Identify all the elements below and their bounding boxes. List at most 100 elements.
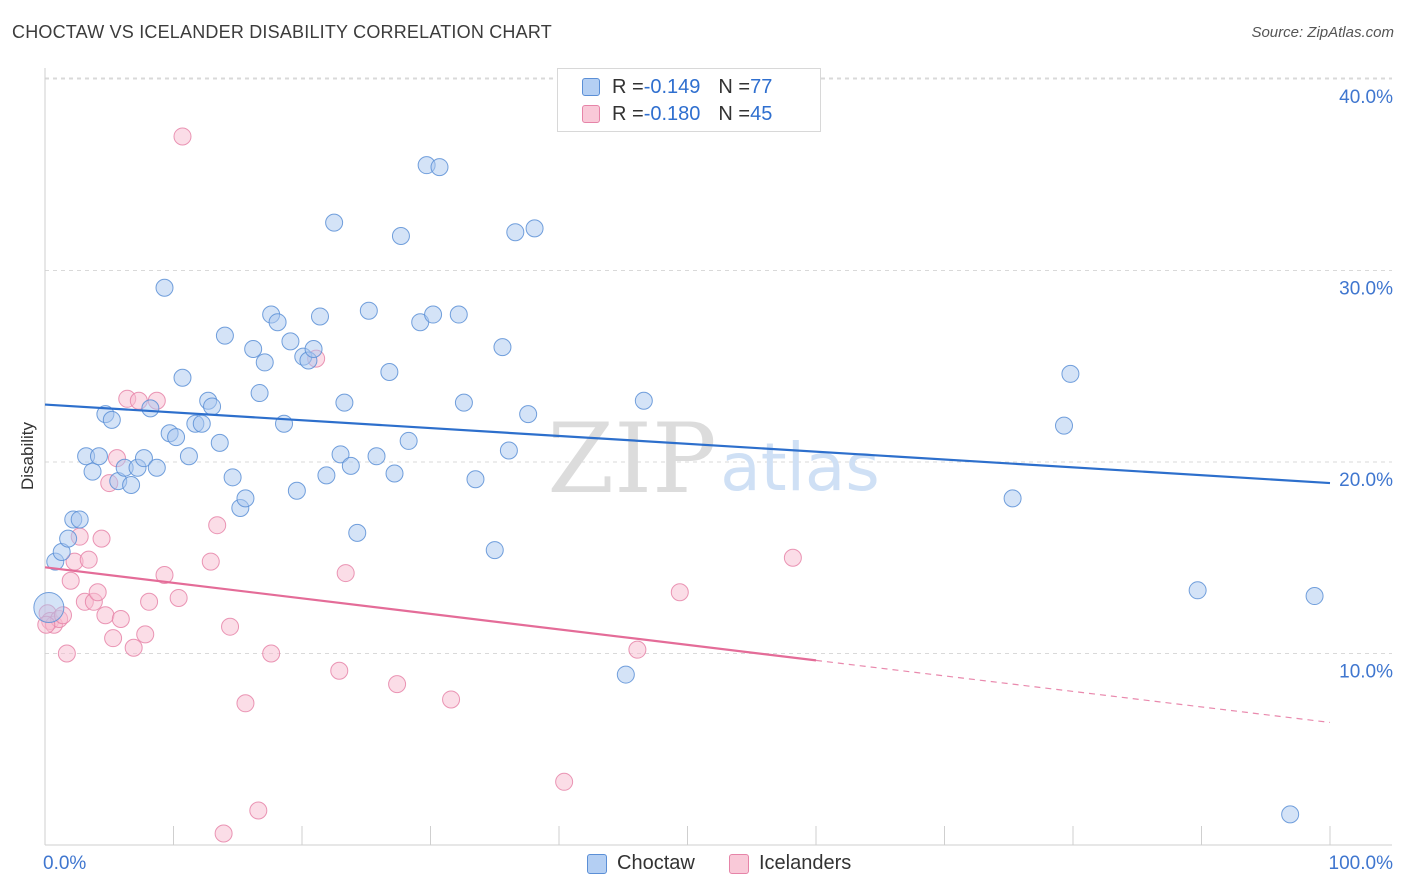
choctaw-r-label: R = xyxy=(612,75,644,98)
choctaw-point-15 xyxy=(134,449,153,468)
choctaw-point-45 xyxy=(325,213,344,232)
icelanders-point-10 xyxy=(79,550,98,569)
icelanders-r-label: R = xyxy=(612,102,644,125)
choctaw-point-51 xyxy=(367,447,386,466)
correlation-legend: R = -0.149 N = 77 R = -0.180 N = 45 xyxy=(557,68,821,132)
icelanders-point-34 xyxy=(262,644,281,663)
icelanders-point-42 xyxy=(670,583,689,602)
choctaw-point-8 xyxy=(89,447,108,466)
choctaw-point-3 xyxy=(59,529,78,548)
icelanders-point-38 xyxy=(388,675,407,694)
icelanders-point-27 xyxy=(173,127,192,146)
choctaw-point-60 xyxy=(449,305,468,324)
choctaw-point-44 xyxy=(317,466,336,485)
choctaw-point-58 xyxy=(424,305,443,324)
icelanders-point-18 xyxy=(111,610,130,629)
bottom-legend-choctaw: Choctaw xyxy=(587,852,695,875)
choctaw-point-31 xyxy=(236,489,255,508)
choctaw-point-75 xyxy=(1305,587,1324,606)
choctaw-point-74 xyxy=(1188,581,1207,600)
choctaw-point-34 xyxy=(255,353,274,372)
watermark-zip: ZIP xyxy=(547,403,716,515)
choctaw-point-22 xyxy=(179,447,198,466)
choctaw-legend-swatch xyxy=(587,853,607,874)
choctaw-point-10 xyxy=(102,410,121,429)
choctaw-point-69 xyxy=(616,665,635,684)
choctaw-point-72 xyxy=(1055,416,1074,435)
choctaw-point-55 xyxy=(399,431,418,450)
choctaw-trend-line xyxy=(44,403,1331,485)
choctaw-point-64 xyxy=(493,338,512,357)
choctaw-point-5 xyxy=(70,510,89,529)
grid-lines xyxy=(45,77,1392,654)
y-tick-label-3: 40.0% xyxy=(1339,87,1393,108)
source-label: Source: ZipAtlas.com xyxy=(1251,24,1394,41)
tick-labels: 10.0% 20.0% 30.0% 40.0% 0.0% 100.0% xyxy=(43,87,1393,874)
icelanders-point-6 xyxy=(61,571,80,590)
choctaw-point-43 xyxy=(310,307,329,326)
watermark: ZIP atlas xyxy=(547,403,879,515)
choctaw-point-17 xyxy=(147,458,166,477)
icelanders-point-28 xyxy=(201,552,220,571)
icelanders-point-37 xyxy=(336,564,355,583)
choctaw-point-28 xyxy=(215,326,234,345)
choctaw-point-53 xyxy=(385,464,404,483)
icelanders-point-41 xyxy=(628,640,647,659)
icelanders-point-25 xyxy=(155,565,174,584)
choctaw-n-value: 77 xyxy=(750,75,773,98)
icelanders-point-22 xyxy=(136,625,155,644)
choctaw-point-26 xyxy=(203,397,222,416)
choctaw-point-13 xyxy=(122,475,141,494)
choctaw-point-50 xyxy=(359,301,378,320)
icelanders-swatch xyxy=(582,105,600,123)
choctaw-point-66 xyxy=(506,223,525,242)
choctaw-point-29 xyxy=(223,468,242,487)
choctaw-point-39 xyxy=(287,481,306,500)
choctaw-point-7 xyxy=(83,462,102,481)
choctaw-point-61 xyxy=(454,393,473,412)
icelanders-legend-swatch xyxy=(729,853,749,874)
icelanders-point-26 xyxy=(169,588,188,607)
y-axis-label: Disability xyxy=(18,421,37,490)
choctaw-point-52 xyxy=(380,362,399,381)
watermark-atlas: atlas xyxy=(720,429,880,506)
trend-lines xyxy=(44,403,1331,724)
icelanders-legend-label: Icelanders xyxy=(759,852,852,874)
icelanders-r-value: -0.180 xyxy=(643,102,701,125)
choctaw-legend-label: Choctaw xyxy=(617,852,695,874)
y-tick-label-0: 10.0% xyxy=(1339,662,1393,683)
axes xyxy=(44,68,1392,846)
choctaw-point-48 xyxy=(341,456,360,475)
icelanders-point-43 xyxy=(783,548,802,567)
choctaw-point-18 xyxy=(155,278,174,297)
icelanders-trend-extension xyxy=(815,659,1331,724)
icelanders-point-31 xyxy=(221,617,240,636)
icelanders-point-40 xyxy=(555,772,574,791)
x-tick-label-max: 100.0% xyxy=(1329,853,1394,874)
choctaw-point-62 xyxy=(466,470,485,489)
icelanders-point-30 xyxy=(214,824,233,843)
choctaw-point-73 xyxy=(1061,364,1080,383)
choctaw-r-value: -0.149 xyxy=(643,75,701,98)
icelanders-n-label: N = xyxy=(718,102,751,125)
icelanders-point-16 xyxy=(104,629,123,648)
choctaw-point-42 xyxy=(304,340,323,359)
choctaw-point-68 xyxy=(525,219,544,238)
icelanders-n-value: 45 xyxy=(750,102,773,125)
icelanders-point-29 xyxy=(208,516,227,535)
choctaw-point-71 xyxy=(1003,489,1022,508)
icelanders-point-39 xyxy=(442,690,461,709)
choctaw-point-49 xyxy=(348,523,367,542)
choctaw-point-36 xyxy=(268,313,287,332)
choctaw-point-65 xyxy=(499,441,518,460)
choctaw-point-76 xyxy=(1281,805,1300,824)
choctaw-point-16 xyxy=(141,399,160,418)
choctaw-swatch xyxy=(582,78,600,96)
choctaw-point-20 xyxy=(167,428,186,447)
icelanders-point-5 xyxy=(57,644,76,663)
legend-row-choctaw: R = -0.149 N = 77 xyxy=(582,76,772,98)
icelanders-point-12 xyxy=(88,583,107,602)
choctaw-point-46 xyxy=(331,445,350,464)
choctaw-point-47 xyxy=(335,393,354,412)
icelanders-point-32 xyxy=(236,694,255,713)
